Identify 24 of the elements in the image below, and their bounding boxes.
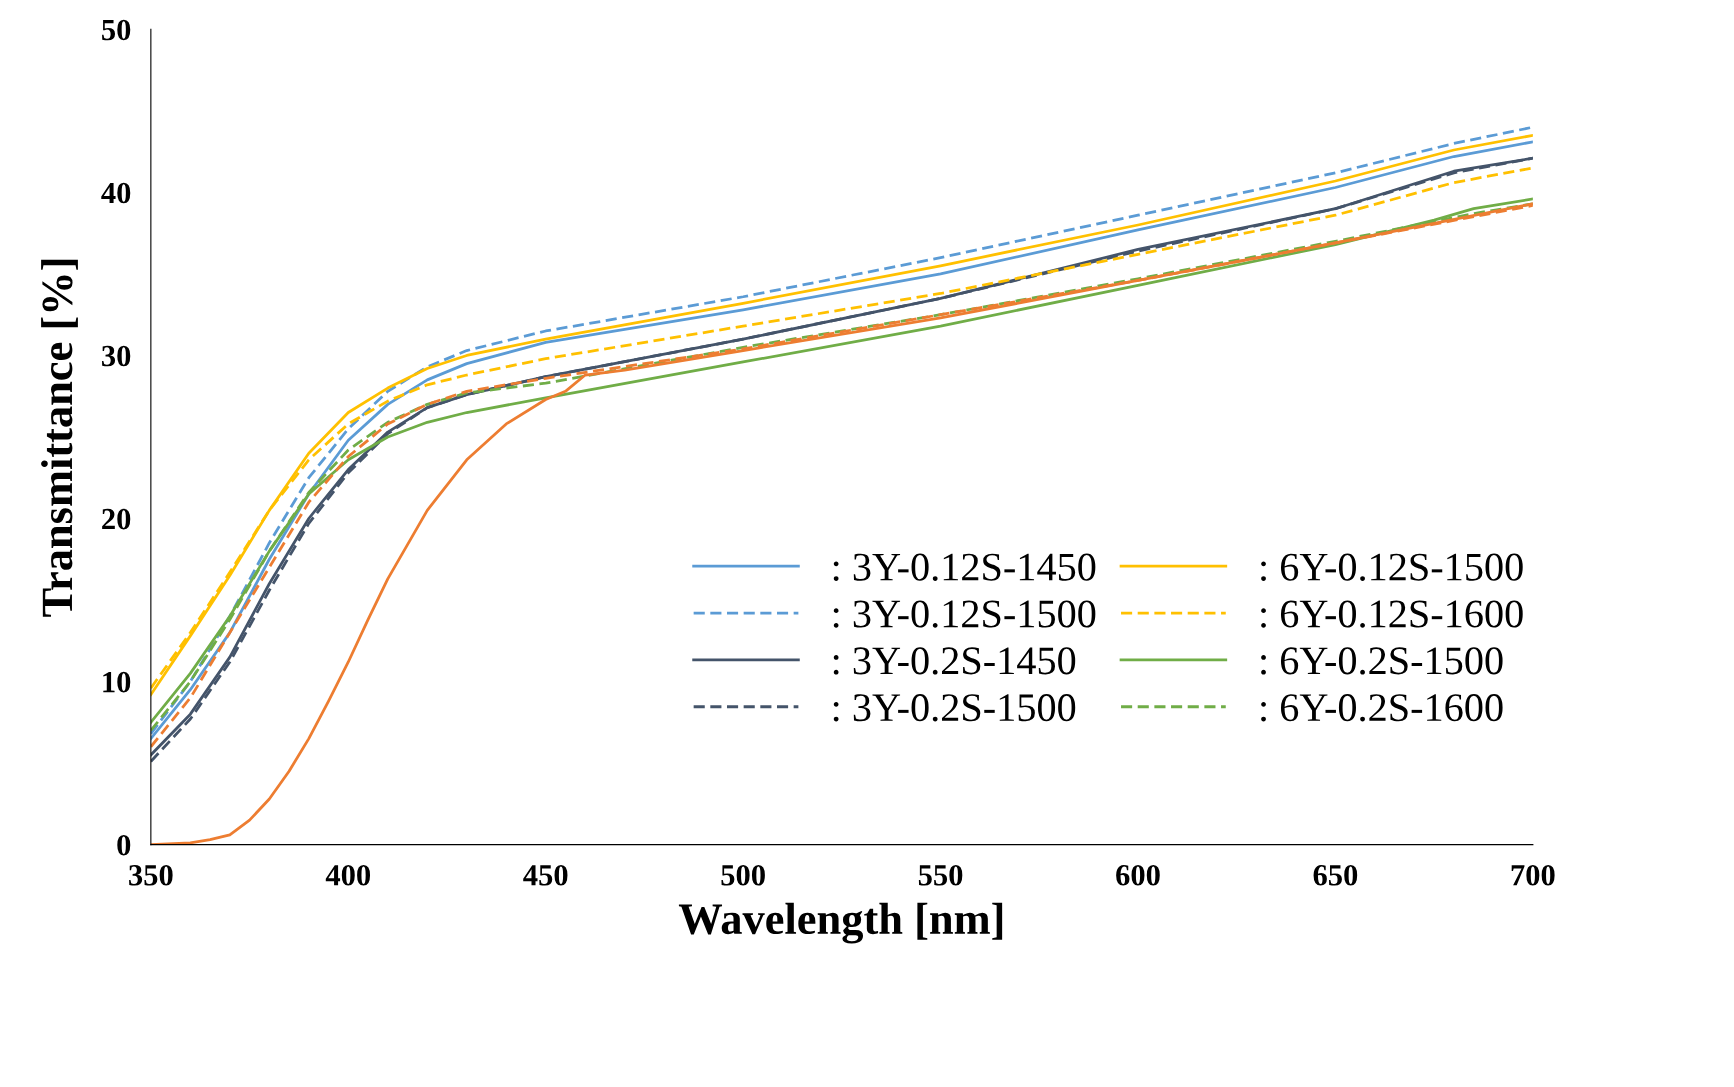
x-tick-label: 450 (523, 864, 568, 886)
y-tick-label: 40 (101, 182, 131, 204)
y-tick-label: 30 (102, 345, 131, 367)
legend-label: : 3Y-0.12S-1450 (833, 553, 1096, 581)
y-tick-label: 20 (102, 508, 131, 530)
x-axis-title: Wavelength [nm] (678, 902, 1003, 944)
y-tick-label: 0 (117, 834, 131, 856)
x-tick-label: 600 (1116, 864, 1160, 886)
legend-label: : 3Y-0.2S-1450 (833, 647, 1076, 675)
legend-label: : 6Y-0.12S-1500 (1261, 553, 1523, 581)
y-tick-label: 50 (102, 19, 131, 41)
legend-label: : 6Y-0.2S-1500 (1261, 647, 1503, 675)
x-tick-label: 550 (918, 864, 963, 886)
legend-label: : 6Y-0.2S-1600 (1261, 694, 1503, 722)
legend-label: : 3Y-0.12S-1500 (833, 600, 1096, 628)
y-axis-title: Transmittance [%] (41, 259, 78, 617)
x-tick-label: 400 (325, 864, 371, 886)
legend-label: : 3Y-0.2S-1500 (833, 694, 1076, 722)
legend-label: : 6Y-0.12S-1600 (1261, 600, 1523, 628)
x-tick-label: 650 (1313, 864, 1358, 886)
x-tick-label: 500 (721, 864, 765, 886)
x-tick-label: 350 (129, 864, 173, 886)
x-tick-label: 700 (1511, 864, 1555, 886)
y-tick-label: 10 (103, 671, 131, 693)
